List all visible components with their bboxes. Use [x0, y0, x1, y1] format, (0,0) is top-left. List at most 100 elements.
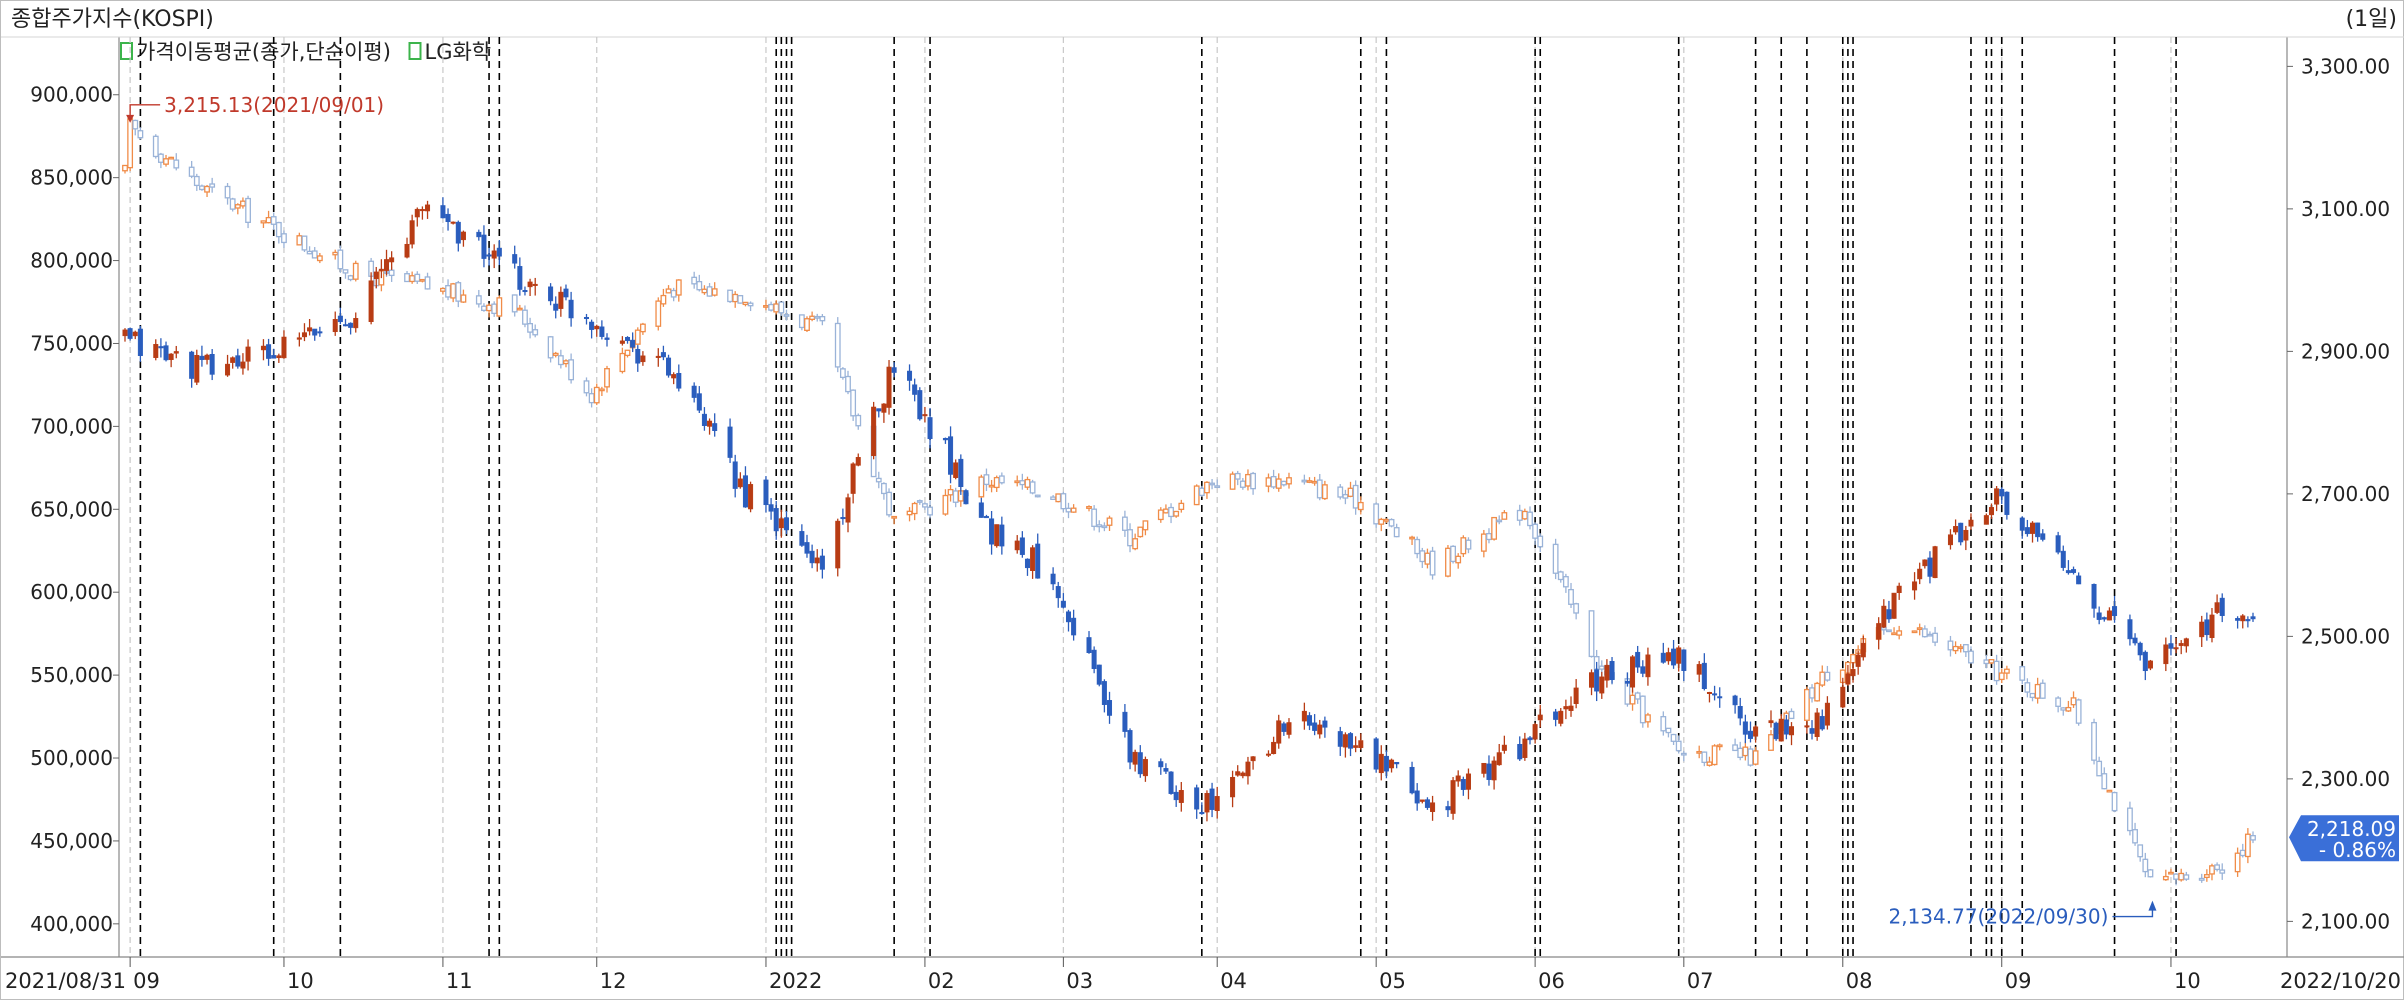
candle-body — [711, 288, 718, 296]
x-end-label: 2022/10/20 — [2280, 969, 2401, 993]
candle-body — [1953, 526, 1959, 533]
candle-body — [1988, 659, 1995, 664]
candle-body — [1250, 472, 1257, 490]
candle-body — [2178, 643, 2184, 646]
candle-body — [2214, 602, 2220, 613]
candle-body — [1598, 665, 1605, 670]
candle-body — [516, 307, 523, 311]
candle-body — [2132, 829, 2138, 844]
left-tick-label-9: 450,000 — [30, 829, 113, 853]
candle-body — [1639, 695, 1646, 724]
month-label-11: 08 — [1846, 969, 1873, 993]
candle-body — [2147, 869, 2154, 878]
candle-body — [1752, 750, 1759, 765]
candle-body — [1409, 536, 1415, 540]
candle-body — [1665, 652, 1671, 662]
candle-body — [1850, 669, 1856, 677]
candle-body — [1747, 748, 1754, 766]
candle-body — [440, 287, 446, 292]
candle-body — [1824, 671, 1831, 681]
candle-body — [1671, 648, 1677, 666]
candle-body — [1947, 534, 1953, 546]
candle-body — [1768, 720, 1774, 724]
candle-body — [691, 276, 698, 285]
candle-body — [419, 278, 426, 282]
candle-body — [1024, 478, 1031, 488]
candle-body — [460, 294, 467, 303]
candle-body — [557, 355, 564, 366]
candle-body — [1060, 493, 1067, 510]
candle-body — [1286, 722, 1292, 735]
candle-body — [881, 403, 887, 413]
candle-body — [1014, 480, 1021, 484]
candle-body — [455, 221, 461, 244]
candle-body — [1419, 799, 1425, 802]
candle-body — [1994, 488, 2000, 505]
candle-body — [414, 273, 421, 282]
candle-body — [2096, 760, 2103, 777]
candle-body — [1501, 512, 1508, 520]
candle-body — [1029, 481, 1036, 494]
candle-body — [1321, 484, 1328, 500]
annotation-high-label: 3,215.13(2021/09/01) — [164, 93, 384, 117]
month-label-8: 05 — [1379, 969, 1406, 993]
candle-body — [1773, 722, 1779, 740]
candle-body — [1337, 486, 1344, 498]
candle-body — [1168, 771, 1174, 794]
candle-body — [916, 500, 923, 503]
candle-body — [1983, 515, 1989, 525]
candle-body — [475, 295, 482, 305]
candle-body — [1747, 730, 1753, 739]
candle-body — [958, 458, 964, 488]
candle-body — [1348, 733, 1354, 749]
candle-body — [1952, 645, 1959, 652]
candle-body — [875, 477, 882, 483]
month-label-5: 02 — [928, 969, 955, 993]
candle-body — [1962, 644, 1969, 653]
candle-body — [1301, 479, 1308, 483]
candle-body — [1157, 509, 1164, 521]
candle-body — [2039, 682, 2046, 699]
candle-body — [1393, 527, 1400, 538]
candle-body — [1142, 759, 1148, 777]
candle-body — [922, 414, 928, 417]
candle-body — [1275, 478, 1282, 489]
candle-body — [491, 303, 498, 315]
candle-body — [1809, 728, 1815, 734]
candle-body — [199, 355, 205, 360]
month-label-0: 09 — [133, 969, 160, 993]
legend-swatch — [408, 42, 422, 60]
candle-body — [691, 385, 697, 398]
candle-body — [2127, 619, 2133, 640]
candle-body — [1132, 538, 1139, 550]
candle-body — [378, 268, 384, 271]
candle-body — [634, 329, 641, 345]
candle-body — [2060, 550, 2066, 568]
candle-body — [450, 221, 456, 224]
candle-body — [1358, 740, 1364, 748]
candle-body — [1460, 779, 1466, 790]
candle-body — [1024, 558, 1030, 569]
candle-body — [1701, 662, 1707, 689]
annotation-low-label: 2,134.77(2022/09/30) — [1888, 905, 2108, 929]
candle-body — [1819, 716, 1825, 730]
candle-body — [481, 234, 487, 259]
candle-body — [1670, 733, 1677, 742]
candle-body — [952, 490, 959, 503]
candle-body — [1322, 720, 1328, 728]
candle-body — [511, 294, 518, 313]
candle-body — [1840, 686, 1846, 708]
candle-body — [1163, 508, 1169, 514]
candle-body — [983, 474, 990, 486]
candle-body — [1712, 693, 1718, 696]
candle-body — [1173, 510, 1180, 517]
candle-body — [2055, 535, 2061, 553]
candle-body — [1635, 651, 1641, 668]
candle-body — [1604, 664, 1610, 681]
annotation-low-leader — [2112, 902, 2154, 918]
candle-body — [880, 482, 887, 495]
candle-body — [2219, 597, 2225, 616]
candle-body — [1245, 473, 1251, 487]
candle-body — [845, 375, 851, 393]
